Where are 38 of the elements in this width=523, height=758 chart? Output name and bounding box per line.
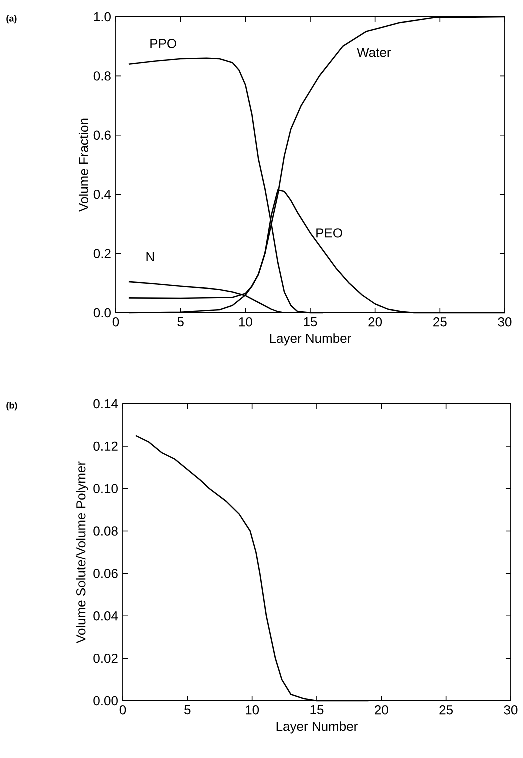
x-tick-label: 10 bbox=[240, 318, 253, 327]
x-axis-title: Layer Number bbox=[270, 334, 352, 346]
x-tick-label: 10 bbox=[246, 706, 260, 715]
y-tick-label: 0.6 bbox=[94, 130, 112, 140]
y-tick-label: 0.08 bbox=[94, 526, 118, 536]
x-tick-label: 15 bbox=[310, 706, 324, 715]
text: (a) bbox=[6, 15, 17, 24]
y-tick-label: 0.06 bbox=[94, 569, 118, 578]
text: (b) bbox=[6, 402, 18, 411]
x-tick-label: 20 bbox=[368, 318, 382, 327]
x-tick-label: 15 bbox=[304, 318, 318, 327]
x-axis-title: Layer Number bbox=[277, 722, 358, 734]
y-tick-label: 1.0 bbox=[94, 12, 112, 22]
x-tick-label: 5 bbox=[178, 318, 184, 327]
x-tick-label: 25 bbox=[440, 706, 454, 715]
x-tick-label: 30 bbox=[504, 706, 518, 715]
series-label: PEO bbox=[316, 228, 343, 238]
x-tick-label: 25 bbox=[434, 318, 448, 327]
x-tick-label: 30 bbox=[498, 318, 512, 327]
y-tick-label: 0.8 bbox=[94, 72, 112, 81]
y-tick-label: 0.0 bbox=[94, 308, 112, 318]
x-tick-label: 5 bbox=[184, 706, 191, 715]
y-tick-label: 0.4 bbox=[94, 190, 112, 200]
y-tick-label: 0.2 bbox=[94, 249, 112, 258]
y-tick-label: 0.04 bbox=[94, 612, 118, 621]
y-tick-label: 0.14 bbox=[94, 399, 118, 409]
x-tick-label: 0 bbox=[120, 706, 126, 715]
y-tick-label: 0.12 bbox=[94, 442, 118, 452]
y-axis-title: Volume Fraction bbox=[79, 118, 89, 212]
x-tick-label: 0 bbox=[113, 318, 120, 327]
y-axis-title: Volume Solute/Volume Polymer bbox=[76, 462, 89, 644]
x-tick-label: 20 bbox=[375, 706, 389, 715]
y-tick-label: 0.00 bbox=[94, 696, 118, 706]
series-label: PPO bbox=[150, 39, 177, 48]
series-label: Water bbox=[357, 48, 392, 58]
legend-label: N bbox=[147, 252, 154, 262]
y-tick-label: 0.10 bbox=[94, 484, 118, 494]
y-tick-label: 0.02 bbox=[94, 654, 118, 664]
